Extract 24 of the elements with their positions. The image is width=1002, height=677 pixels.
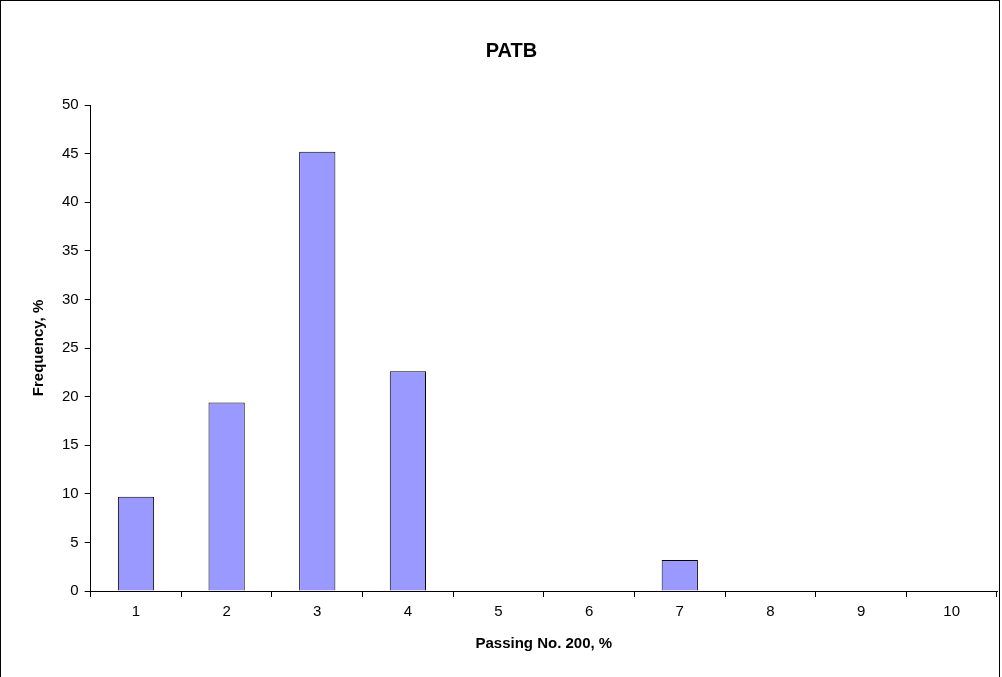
x-tick-label: 2 — [222, 602, 231, 620]
x-tick-label: 10 — [943, 602, 961, 620]
x-tick-label: 4 — [403, 602, 413, 620]
y-tick-label: 20 — [62, 386, 79, 404]
y-axis-title: Frequency, % — [29, 299, 47, 397]
y-tick-label: 30 — [62, 289, 79, 307]
y-tick-label: 35 — [62, 240, 79, 258]
x-tick-label: 3 — [313, 602, 322, 620]
y-tick-label: 50 — [62, 95, 79, 113]
y-tick-label: 0 — [70, 581, 79, 599]
x-tick-label: 6 — [584, 602, 594, 620]
y-tick-label: 5 — [70, 532, 79, 550]
y-tick-label: 45 — [62, 143, 79, 161]
x-axis-title: Passing No. 200, % — [475, 634, 613, 652]
y-tick-label: 10 — [62, 483, 79, 501]
chart-title: PATB — [485, 38, 538, 61]
x-tick-label: 8 — [766, 602, 775, 620]
x-tick-label: 7 — [675, 602, 684, 620]
x-tick-label: 5 — [494, 602, 503, 620]
x-tick-label: 1 — [131, 602, 141, 620]
x-tick-label: 9 — [856, 602, 866, 620]
y-tick-label: 15 — [62, 435, 79, 453]
y-tick-label: 25 — [62, 338, 79, 356]
y-tick-label: 40 — [62, 192, 79, 210]
